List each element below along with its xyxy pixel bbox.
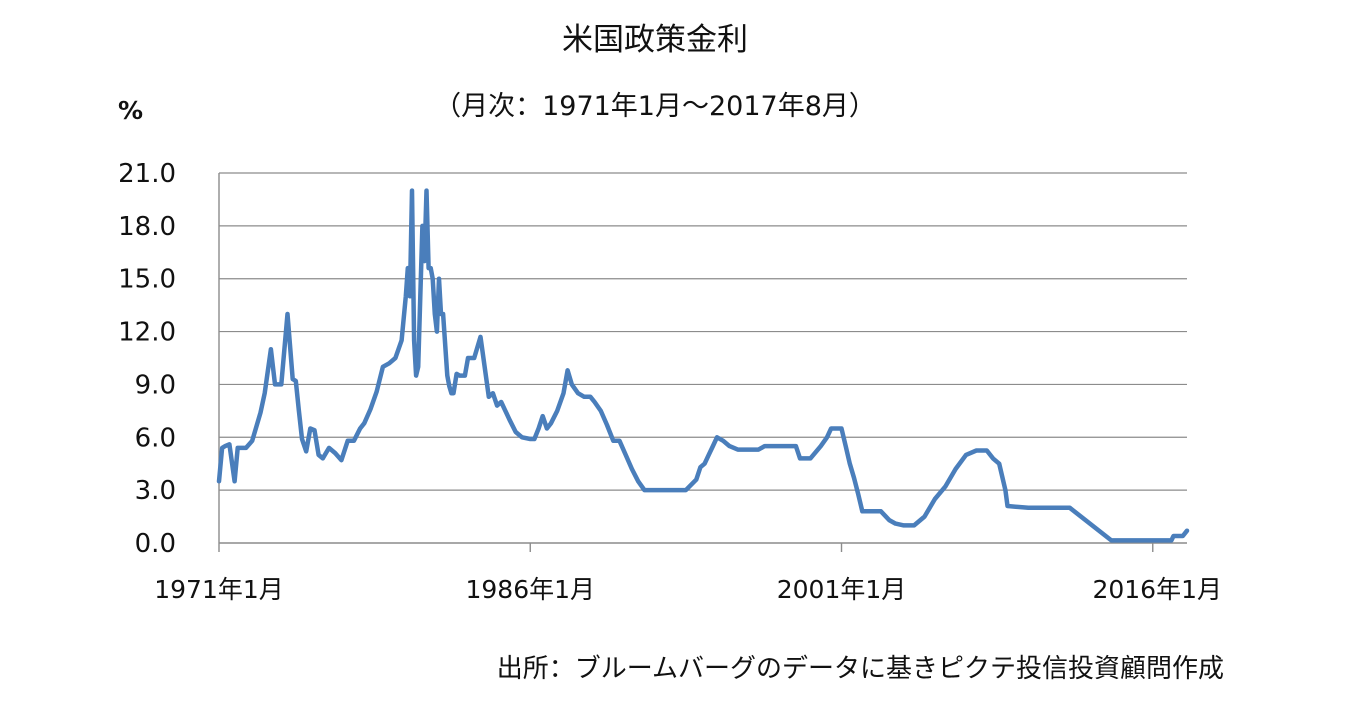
x-tick-label: 2001年1月 — [777, 575, 907, 604]
y-tick-label: 18.0 — [118, 212, 176, 242]
x-tick-label: 2016年1月 — [1092, 575, 1222, 604]
x-tick-labels: 1971年1月 1986年1月 2001年1月 2016年1月 — [154, 575, 1222, 604]
gridlines — [219, 172, 1187, 491]
y-tick-label: 0.0 — [135, 529, 176, 559]
y-tick-label: 3.0 — [135, 476, 176, 506]
y-tick-label: 15.0 — [118, 265, 176, 295]
y-tick-label: 12.0 — [118, 318, 176, 348]
axes — [218, 173, 1187, 552]
series-layer — [216, 188, 1190, 543]
y-tick-label: 21.0 — [118, 159, 176, 189]
chart-title: 米国政策金利 — [562, 22, 748, 58]
y-axis-unit-label: % — [118, 96, 144, 125]
y-tick-labels: 0.0 3.0 6.0 9.0 12.0 15.0 18.0 21.0 — [118, 159, 176, 559]
x-tick-label: 1971年1月 — [154, 575, 284, 604]
y-tick-label: 9.0 — [135, 370, 176, 400]
policy-rate-line — [216, 188, 1190, 543]
x-tick-label: 1986年1月 — [465, 575, 595, 604]
y-tick-label: 6.0 — [135, 423, 176, 453]
chart-subtitle: （月次：1971年1月～2017年8月） — [434, 91, 876, 122]
source-note: 出所：ブルームバーグのデータに基きピクテ投信投資顧問作成 — [496, 654, 1224, 684]
